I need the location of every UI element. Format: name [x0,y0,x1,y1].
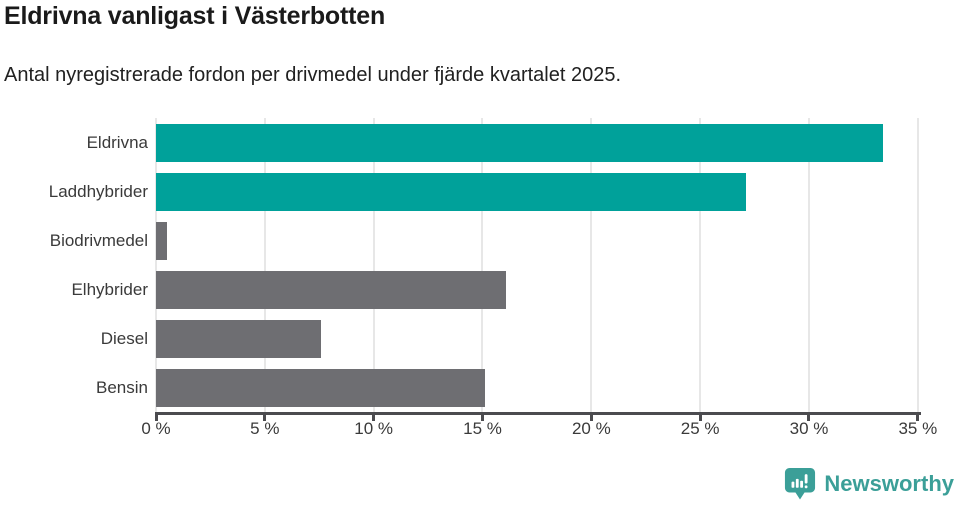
chart-title: Eldrivna vanligast i Västerbotten [4,2,386,30]
gridline [155,118,157,412]
axis-tick [807,415,811,421]
bar-laddhybrider [156,173,746,211]
gridline [916,118,919,412]
category-label-eldrivna: Eldrivna [86,133,148,152]
category-label-laddhybrider: Laddhybrider [48,182,148,201]
chart-subtitle: Antal nyregistrerade fordon per drivmede… [4,64,622,86]
category-label-elhybrider: Elhybrider [71,280,148,299]
gridline [481,118,484,412]
axis-tick [698,415,702,421]
bar-diesel [156,320,322,358]
x-tick-label: 15 % [463,419,502,438]
axis-tick [263,415,267,421]
category-label-diesel: Diesel [100,329,148,348]
newsworthy-logo-icon [784,467,816,501]
category-label-bensin: Bensin [96,378,148,397]
bar-biodrivmedel [156,222,167,260]
category-label-biodrivmedel: Biodrivmedel [49,231,148,250]
bar-bensin [156,369,485,407]
x-tick-label: 25 % [680,419,720,438]
plot-area [155,118,920,412]
newsworthy-logo-text: Newsworthy [824,471,954,496]
x-tick-label: 30 % [789,419,829,438]
axis-tick [589,415,593,421]
bar-eldrivna [156,124,883,162]
x-axis-line [155,412,921,415]
x-tick-label: 10 % [354,419,394,438]
gridline [372,118,375,412]
x-tick-label: 0 % [141,419,171,438]
axis-tick [372,415,376,421]
newsworthy-logo: Newsworthy [784,467,954,501]
axis-tick [916,415,920,421]
gridline [699,118,702,412]
x-tick-label: 5 % [250,419,280,438]
gridline [807,118,810,412]
gridline [590,118,593,412]
bar-elhybrider [156,271,507,309]
category-axis: Eldrivna Laddhybrider Biodrivmedel Elhybrid… [0,118,148,412]
gridline [263,118,266,412]
x-tick-label: 35 % [898,419,938,438]
axis-tick [480,415,484,421]
x-tick-label: 20 % [571,419,611,438]
axis-tick [154,415,158,421]
